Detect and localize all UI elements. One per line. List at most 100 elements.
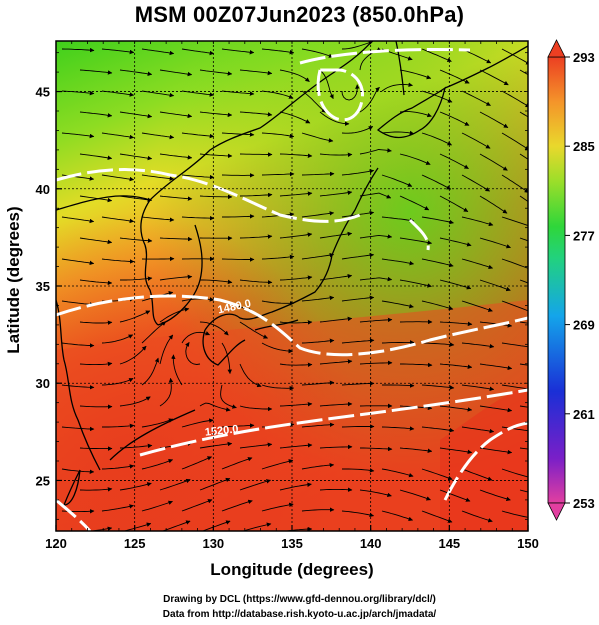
streamline [301,462,335,470]
streamline [79,446,113,451]
streamline [119,443,153,449]
x-tick-label: 135 [281,536,303,551]
x-tick-label: 150 [517,536,539,551]
colorbar-body [547,56,566,504]
streamline [319,152,353,158]
streamline [171,354,183,386]
streamline [461,300,493,312]
streamline [61,90,95,96]
credit-data: Data from http://database.rish.kyoto-u.a… [162,609,437,620]
streamline [279,191,313,197]
streamline [279,443,313,449]
streamline [461,510,493,523]
streamline [519,489,528,493]
x-axis-label: Longitude (degrees) [210,560,374,579]
streamline [381,468,414,478]
streamline [221,423,255,428]
streamline [101,48,135,55]
streamline [501,48,528,65]
streamline [501,132,528,151]
streamline [319,401,353,407]
streamline [261,48,295,55]
streamline [199,402,231,412]
streamline [279,482,312,491]
streamline [421,258,454,268]
streamline [239,479,271,491]
streamline [181,456,213,470]
streamline [519,195,528,203]
streamline [101,132,135,140]
streamline [381,300,414,309]
streamline [279,320,313,325]
streamline [439,69,470,84]
streamline [359,148,392,155]
streamline [181,215,215,221]
streamline [159,274,193,281]
streamline [479,195,508,214]
streamline [360,446,393,452]
streamline [421,174,452,190]
streamline [221,499,253,512]
streamline [261,342,294,354]
streamline [79,111,113,118]
streamline [141,174,175,181]
streamline [185,342,201,365]
streamline [181,174,215,180]
streamline [141,132,175,140]
streamline [101,464,135,470]
streamline [461,174,490,192]
streamline [61,258,95,266]
streamline [79,279,113,286]
streamline [141,216,175,222]
streamline [261,171,295,177]
streamline [461,90,491,106]
streamline [319,111,350,126]
streamline [400,362,433,368]
streamline [279,69,310,82]
y-tick-label: 35 [36,279,50,294]
streamline [279,153,313,158]
streamline [141,458,174,470]
streamline [341,126,374,134]
streamline [222,214,255,219]
y-tick-label: 40 [36,182,50,197]
streamline [79,195,113,203]
streamline [381,258,415,266]
streamline [101,216,135,224]
y-tick-label: 45 [36,85,50,100]
streamline [421,90,453,103]
x-tick-label: 145 [438,536,460,551]
streamline [501,258,528,271]
coastlines [56,41,528,506]
streamline [301,90,327,113]
streamline [181,90,215,97]
streamline [479,237,511,249]
streamline [261,254,295,260]
streamline [181,418,214,428]
streamline [120,276,153,281]
streamline [79,237,113,245]
streamline [519,111,528,118]
streamline [301,132,334,143]
streamline [301,211,335,218]
streamline [439,363,473,370]
streamline [301,171,335,177]
streamline [381,82,413,92]
streamline [501,300,528,314]
streamline [399,279,432,288]
streamline [381,216,415,223]
streamline [79,320,113,325]
streamline [199,69,233,76]
streamline [119,310,151,323]
streamline [61,342,95,348]
streamline [381,510,414,522]
y-tick-label: 30 [36,376,50,391]
streamline [381,174,413,187]
streamline [279,362,313,367]
streamline [261,384,295,391]
streamline [141,418,174,428]
streamline [239,442,273,449]
colorbar-label: 253 [573,496,595,511]
streamline [319,359,353,365]
